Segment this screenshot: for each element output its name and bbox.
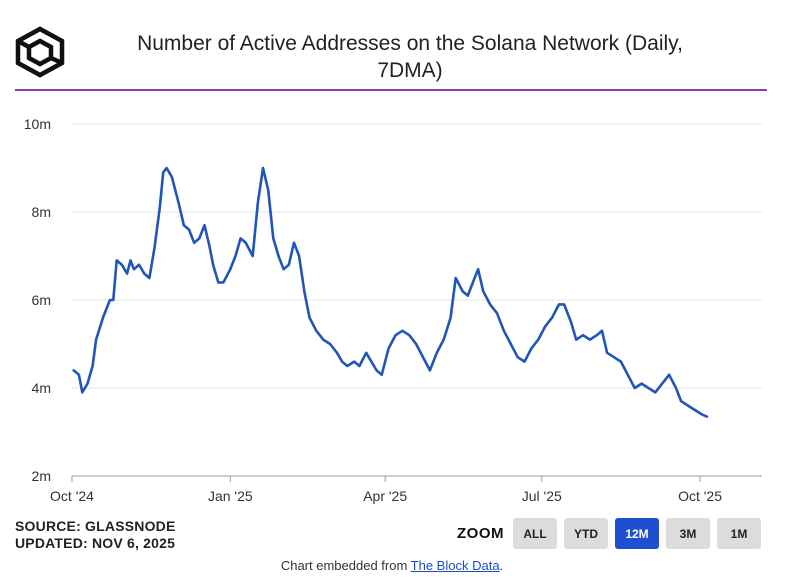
zoom-ytd-button[interactable]: YTD [564, 518, 608, 549]
y-tick-label: 6m [32, 292, 51, 308]
updated-text: UPDATED: NOV 6, 2025 [15, 535, 176, 551]
the-block-logo-icon [15, 26, 65, 78]
x-tick-label: Oct '24 [50, 488, 94, 504]
y-tick-label: 10m [24, 116, 51, 132]
embed-prefix: Chart embedded from [280, 558, 411, 573]
series-line [72, 166, 709, 418]
y-tick-label: 4m [32, 380, 51, 396]
series-layer [72, 166, 709, 418]
title-divider [15, 89, 767, 91]
zoom-label: ZOOM [457, 525, 504, 542]
zoom-1m-button[interactable]: 1M [717, 518, 761, 549]
x-tick-label: Oct '25 [678, 488, 722, 504]
y-axis-ticks: 2m 4m 6m 8m 10m [24, 116, 51, 484]
embed-suffix: . [499, 558, 504, 573]
chart-title: Number of Active Addresses on the Solana… [100, 30, 720, 84]
zoom-all-button[interactable]: ALL [513, 518, 557, 549]
y-tick-label: 2m [32, 468, 51, 484]
chart-title-line-1: Number of Active Addresses on the Solana… [137, 32, 683, 55]
chart-title-line-2: 7DMA) [377, 59, 443, 82]
source-text: SOURCE: GLASSNODE [15, 518, 176, 534]
grid-layer [72, 123, 762, 477]
zoom-12m-button[interactable]: 12M [615, 518, 659, 549]
y-tick-label: 8m [32, 204, 51, 220]
embed-credit: Chart embedded from The Block Data. [0, 558, 784, 573]
the-block-data-link[interactable]: The Block Data [410, 558, 500, 573]
x-axis-ticks: Oct '24 Jan '25 Apr '25 Jul '25 Oct '25 [50, 476, 722, 504]
x-tick-label: Jul '25 [522, 488, 562, 504]
x-tick-label: Jan '25 [208, 488, 253, 504]
zoom-3m-button[interactable]: 3M [666, 518, 710, 549]
x-tick-label: Apr '25 [363, 488, 407, 504]
source-block: SOURCE: GLASSNODE UPDATED: NOV 6, 2025 [15, 518, 176, 552]
